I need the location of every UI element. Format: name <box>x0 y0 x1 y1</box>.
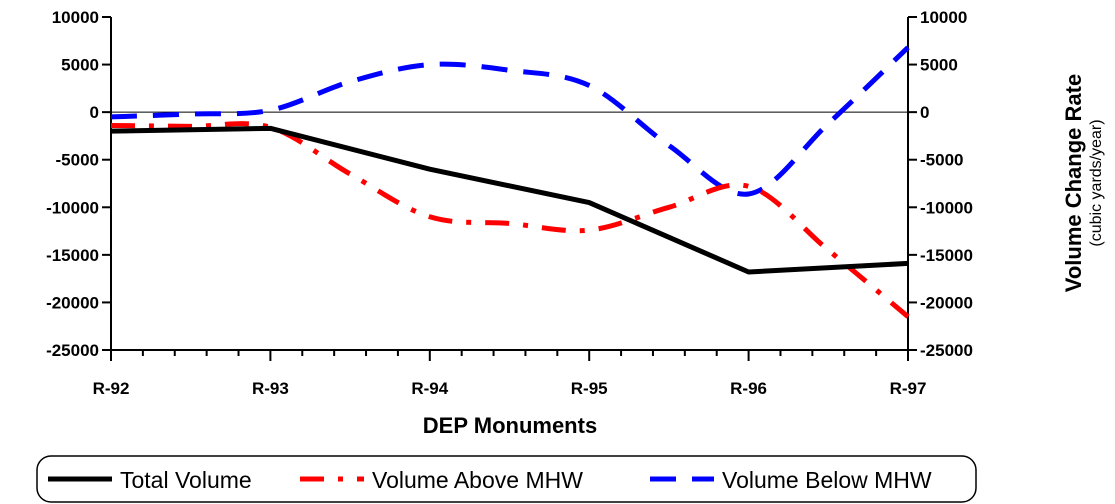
x-tick-label: R-96 <box>730 379 767 398</box>
right-y-tick-label: -10000 <box>920 198 973 217</box>
legend-label-total-volume: Total Volume <box>120 467 252 493</box>
left-y-tick-label: 0 <box>90 103 99 122</box>
left-y-tick-label: -20000 <box>46 293 99 312</box>
x-tick-label: R-94 <box>411 379 448 398</box>
right-axis-subtitle: (cubic yards/year) <box>1088 119 1105 246</box>
legend-label-volume-above-mhw: Volume Above MHW <box>372 467 583 493</box>
left-y-tick-label: -5000 <box>56 151 99 170</box>
x-axis-title: DEP Monuments <box>423 413 597 438</box>
right-axis-title-group: Volume Change Rate <box>1061 74 1086 292</box>
right-y-tick-label: 10000 <box>920 8 967 27</box>
axes: 10000 10000 5000 5000 0 0 -5000 -5000 -10000 -100… <box>46 8 973 398</box>
right-y-tick-label: -5000 <box>920 151 963 170</box>
legend: Total Volume Volume Above MHW Volume Below… <box>36 455 977 503</box>
series-line-total-volume <box>110 125 909 275</box>
right-y-tick-label: 5000 <box>920 56 958 75</box>
left-y-tick-label: 5000 <box>61 56 99 75</box>
right-y-tick-label: 0 <box>920 103 929 122</box>
left-y-tick-label: -10000 <box>46 198 99 217</box>
legend-label-volume-below-mhw: Volume Below MHW <box>722 467 932 493</box>
right-y-tick-label: -15000 <box>920 246 973 265</box>
left-y-tick-label: -25000 <box>46 341 99 360</box>
x-tick-label: R-95 <box>571 379 608 398</box>
series-line-volume-above-mhw <box>110 121 910 319</box>
x-tick-label: R-92 <box>93 379 130 398</box>
series-layer <box>110 45 910 319</box>
x-tick-label: R-93 <box>252 379 289 398</box>
right-axis-title: Volume Change Rate <box>1061 74 1086 292</box>
right-y-tick-label: -20000 <box>920 293 973 312</box>
series-line-volume-below-mhw <box>110 45 910 197</box>
right-axis-subtitle-group: (cubic yards/year) <box>1088 119 1105 246</box>
x-tick-label: R-97 <box>890 379 927 398</box>
right-y-tick-label: -25000 <box>920 341 973 360</box>
left-y-tick-label: -15000 <box>46 246 99 265</box>
legend-box <box>36 455 977 503</box>
left-y-tick-label: 10000 <box>52 8 99 27</box>
